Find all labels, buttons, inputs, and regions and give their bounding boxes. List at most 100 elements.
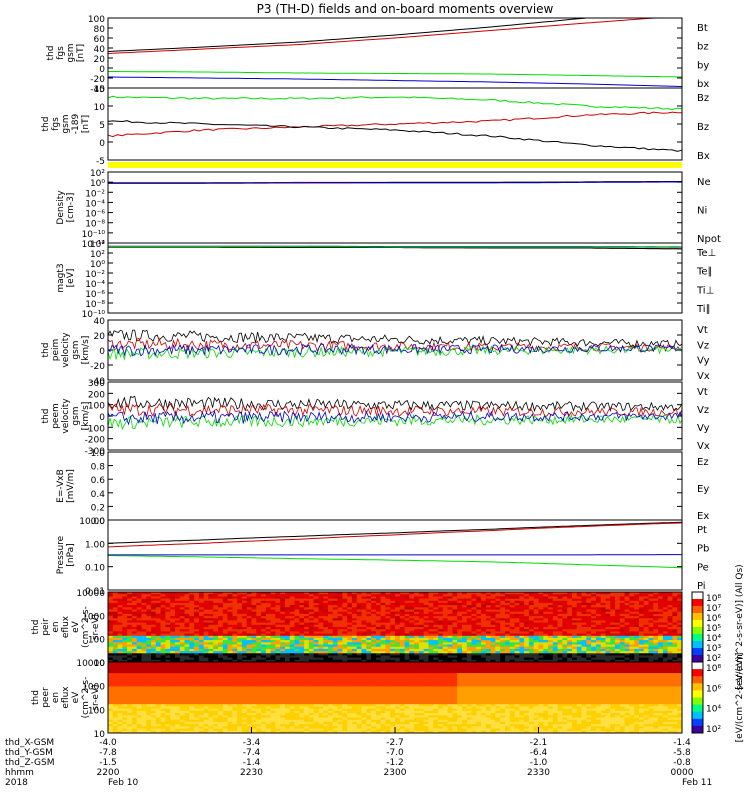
heatmap-cell [213, 613, 219, 617]
heatmap-cell [433, 598, 439, 602]
heatmap-cell [237, 611, 243, 615]
heatmap-cell [438, 594, 444, 597]
heatmap-cell [533, 592, 539, 595]
heatmap-cell [170, 682, 176, 685]
heatmap-cell [304, 618, 310, 621]
heatmap-cell [127, 668, 133, 672]
heatmap-cell [337, 624, 343, 628]
heatmap-cell [122, 627, 128, 630]
heatmap-cell [591, 657, 597, 661]
heatmap-cell [127, 710, 133, 714]
heatmap-cell [524, 598, 530, 602]
y-tick-label: -300 [85, 447, 106, 457]
heatmap-cell [423, 613, 429, 617]
heatmap-cell [232, 657, 238, 661]
heatmap-cell [380, 598, 386, 602]
heatmap-cell [131, 679, 138, 683]
heatmap-cell [672, 653, 678, 656]
heatmap-cell [237, 644, 243, 648]
heatmap-cell [557, 596, 563, 600]
heatmap-cell [605, 607, 611, 610]
heatmap-cell [538, 659, 544, 663]
heatmap-cell [538, 651, 544, 654]
heatmap-cell [208, 690, 214, 694]
heatmap-cell [600, 592, 606, 595]
heatmap-cell [462, 646, 468, 650]
heatmap-cell [423, 640, 429, 643]
heatmap-cell [442, 600, 449, 604]
heatmap-cell [285, 594, 291, 597]
heatmap-cell [146, 684, 152, 687]
heatmap-cell [246, 646, 252, 650]
heatmap-cell [213, 717, 219, 721]
heatmap-cell [476, 635, 482, 639]
heatmap-cell [514, 600, 520, 604]
heatmap-cell [658, 659, 664, 663]
heatmap-cell [409, 594, 415, 597]
heatmap-cell [165, 596, 171, 600]
heatmap-cell [466, 657, 473, 661]
heatmap-cell [447, 642, 453, 645]
heatmap-cell [232, 616, 238, 619]
heatmap-cell [658, 622, 664, 626]
heatmap-cell [433, 611, 439, 615]
heatmap-cell [600, 651, 606, 654]
heatmap-cell [222, 728, 229, 732]
heatmap-cell [241, 596, 248, 600]
heatmap-cell [179, 710, 186, 714]
heatmap-cell [184, 594, 190, 597]
heatmap-cell [165, 651, 171, 654]
heatmap-cell [270, 648, 276, 652]
heatmap-cell [615, 637, 621, 641]
heatmap-cell [170, 622, 176, 626]
heatmap-cell [203, 624, 209, 628]
heatmap-cell [151, 721, 157, 725]
heatmap-cell [624, 594, 630, 597]
heatmap-cell [241, 657, 248, 661]
heatmap-cell [318, 613, 324, 617]
heatmap-cell [112, 605, 119, 608]
heatmap-cell [471, 600, 477, 604]
heatmap-cell [519, 613, 525, 617]
heatmap-cell [457, 613, 463, 617]
heatmap-cell [581, 600, 587, 604]
heatmap-cell [237, 602, 243, 606]
y-axis-label: fgs [51, 117, 61, 131]
heatmap-cell [538, 611, 544, 615]
heatmap-cell [524, 651, 530, 654]
heatmap-cell [667, 616, 673, 619]
heatmap-cell [509, 644, 516, 648]
heatmap-cell [313, 600, 319, 604]
heatmap-cell [662, 635, 669, 639]
heatmap-cell [122, 662, 128, 665]
heatmap-cell [581, 642, 587, 645]
heatmap-cell [509, 629, 516, 632]
heatmap-cell [423, 609, 429, 613]
heatmap-cell [658, 648, 664, 652]
heatmap-cell [208, 717, 214, 721]
y-tick-label: 40 [94, 45, 106, 55]
heatmap-cell [361, 629, 367, 632]
heatmap-cell [581, 637, 587, 641]
heatmap-cell [471, 616, 477, 619]
heatmap-cell [232, 682, 238, 685]
heatmap-cell [270, 611, 276, 615]
heatmap-cell [122, 648, 128, 652]
heatmap-cell [117, 697, 123, 701]
heatmap-cell [404, 607, 410, 610]
heatmap-cell [289, 659, 296, 663]
heatmap-cell [600, 611, 606, 615]
colorbar-tick-label: 10⁸ [706, 594, 721, 604]
heatmap-cell [395, 613, 401, 617]
heatmap-cell [385, 659, 391, 663]
heatmap-cell [395, 655, 401, 659]
heatmap-cell [222, 611, 229, 615]
heatmap-cell [175, 677, 181, 681]
heatmap-cell [404, 631, 410, 635]
heatmap-cell [165, 726, 171, 729]
heatmap-cell [624, 618, 630, 621]
heatmap-cell [385, 624, 391, 628]
heatmap-cell [457, 657, 463, 661]
heatmap-cell [165, 719, 171, 723]
heatmap-cell [237, 594, 243, 597]
